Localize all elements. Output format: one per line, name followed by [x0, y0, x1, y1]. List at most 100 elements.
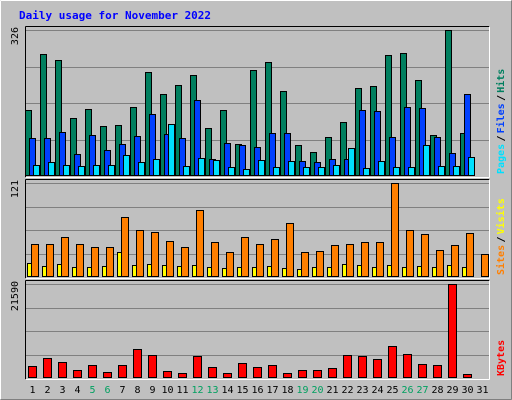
legend-sites: Sites: [495, 245, 507, 275]
bar-sites-day-16: [256, 244, 264, 277]
bar-hits-day-25: [385, 55, 392, 176]
chart-panels: 326 Pages / Files / Hits 121 Sites / Visits 21590 K…: [10, 26, 507, 380]
x-tick-label-6: 6: [104, 385, 110, 396]
bar-pages-day-26: [408, 167, 415, 176]
bar-pages-day-30: [468, 157, 475, 176]
legend-kbytes: KBytes: [496, 340, 507, 376]
bar-sites-day-19: [301, 252, 309, 277]
bar-sites-day-29: [451, 245, 459, 277]
bar-pages-day-17: [273, 167, 280, 176]
bar-pages-day-4: [78, 166, 85, 176]
bar-files-day-9: [149, 114, 156, 176]
bar-hits-day-3: [55, 60, 62, 176]
y-max-label: 326: [10, 27, 21, 45]
bar-kbytes-day-28: [433, 365, 442, 378]
bar-pages-day-8: [138, 162, 145, 176]
legend-separator: /: [496, 135, 507, 141]
x-tick-label-24: 24: [371, 385, 383, 396]
bar-sites-day-25: [391, 183, 399, 277]
bar-pages-day-18: [288, 161, 295, 176]
bar-hits-day-21: [325, 137, 332, 176]
bar-kbytes-day-9: [148, 355, 157, 378]
x-tick-label-21: 21: [326, 385, 338, 396]
bar-files-day-6: [104, 150, 111, 176]
x-tick-label-31: 31: [476, 385, 488, 396]
bar-files-day-12: [194, 100, 201, 176]
x-tick-label-11: 11: [176, 385, 188, 396]
bar-files-day-4: [74, 154, 81, 176]
x-tick-label-19: 19: [296, 385, 308, 396]
x-tick-label-17: 17: [266, 385, 278, 396]
bar-sites-day-13: [211, 242, 219, 277]
bar-kbytes-day-20: [313, 370, 322, 378]
bar-sites-day-30: [466, 233, 474, 277]
bar-files-day-5: [89, 135, 96, 176]
bar-kbytes-day-17: [268, 365, 277, 378]
bar-kbytes-day-23: [358, 356, 367, 378]
bar-pages-day-13: [213, 160, 220, 176]
x-tick-label-26: 26: [401, 385, 413, 396]
bar-sites-day-1: [31, 244, 39, 277]
bar-files-day-2: [44, 138, 51, 176]
bar-pages-day-5: [93, 165, 100, 176]
bar-files-day-29: [449, 153, 456, 176]
bar-kbytes-day-13: [208, 367, 217, 378]
bar-kbytes-day-30: [463, 374, 472, 378]
bar-files-day-27: [419, 108, 426, 176]
bar-kbytes-day-15: [238, 363, 247, 378]
x-tick-label-15: 15: [236, 385, 248, 396]
x-tick-label-23: 23: [356, 385, 368, 396]
x-tick-label-5: 5: [89, 385, 95, 396]
x-tick-label-10: 10: [161, 385, 173, 396]
bar-pages-day-7: [123, 155, 130, 176]
bar-hits-day-4: [70, 118, 77, 176]
bar-hits-day-17: [265, 62, 272, 176]
x-tick-label-3: 3: [59, 385, 65, 396]
x-axis-labels: 1 2 3 4 5 6 7 8 9 10 11 12 13 14 15 16 17 18 19 20 21 22 23 24 2…: [29, 385, 488, 396]
bar-kbytes-day-16: [253, 367, 262, 378]
bar-pages-day-24: [378, 161, 385, 176]
panel-2: 121 Sites / Visits: [10, 179, 507, 279]
y-max-label: 21590: [10, 281, 21, 311]
bar-pages-day-16: [258, 160, 265, 176]
bar-kbytes-day-6: [103, 372, 112, 378]
bar-kbytes-day-21: [328, 368, 337, 378]
bar-hits-day-16: [250, 70, 257, 176]
panel-frame: [25, 280, 490, 380]
bar-kbytes-day-29: [448, 284, 457, 378]
bar-files-day-15: [239, 145, 246, 176]
bar-kbytes-day-10: [163, 371, 172, 378]
bar-pages-day-1: [33, 165, 40, 176]
bar-hits-day-19: [295, 145, 302, 176]
bar-hits-day-2: [40, 54, 47, 176]
bar-files-day-3: [59, 132, 66, 176]
bar-sites-day-15: [241, 237, 249, 277]
bar-kbytes-day-24: [373, 359, 382, 378]
bar-files-day-8: [134, 136, 141, 176]
x-tick-label-13: 13: [206, 385, 218, 396]
x-tick-label-7: 7: [119, 385, 125, 396]
legend-panel-1: Pages / Files / Hits: [495, 69, 507, 174]
bar-pages-day-29: [453, 166, 460, 176]
x-tick-label-20: 20: [311, 385, 323, 396]
bar-pages-day-9: [153, 159, 160, 176]
x-tick-label-1: 1: [29, 385, 35, 396]
x-tick-label-8: 8: [134, 385, 140, 396]
bar-sites-day-4: [76, 244, 84, 277]
bar-pages-day-20: [318, 167, 325, 176]
bar-pages-day-3: [63, 165, 70, 176]
legend-panel-3: KBytes: [496, 340, 507, 376]
bar-sites-day-9: [151, 232, 159, 277]
x-tick-label-12: 12: [191, 385, 203, 396]
bar-pages-day-22: [348, 148, 355, 176]
bar-pages-day-27: [423, 145, 430, 176]
bar-files-day-26: [404, 107, 411, 176]
x-tick-label-4: 4: [74, 385, 80, 396]
bar-sites-day-22: [346, 244, 354, 277]
bar-pages-day-15: [243, 169, 250, 176]
legend-separator: /: [496, 236, 507, 242]
bar-pages-day-10: [168, 124, 175, 176]
bar-sites-day-2: [46, 244, 54, 277]
legend-files: Files: [495, 103, 507, 133]
x-tick-label-25: 25: [386, 385, 398, 396]
